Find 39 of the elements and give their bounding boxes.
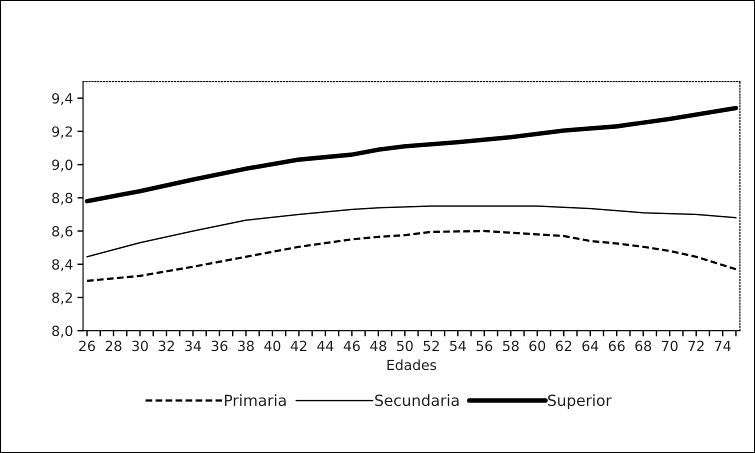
y-tick-label: 8,4 [52,259,73,272]
x-tick-label: 36 [212,340,228,352]
x-tick-label: 40 [264,340,280,352]
x-tick-label: 46 [344,340,360,352]
x-tick-label: 62 [556,340,572,352]
x-tick-label: 34 [185,340,202,352]
x-tick-label: 38 [238,340,254,352]
x-tick-label: 52 [424,340,439,352]
x-tick-label: 48 [370,340,386,352]
x-tick-label: 50 [397,340,413,352]
x-tick-label: 30 [132,340,148,352]
x-tick-label: 74 [714,340,731,351]
y-tick-label: 8,6 [52,226,72,238]
line-series [86,205,737,258]
y-tick-label: 8,2 [52,292,72,304]
y-tick-label: 8,8 [52,192,72,205]
y-tick-label: 9,0 [52,160,72,172]
x-tick-label: 44 [317,340,334,351]
x-tick-label: 72 [688,340,704,351]
x-tick-label: 60 [529,340,546,352]
x-tick-label: 58 [503,340,519,352]
x-tick-label: 66 [608,340,625,352]
legend-label: Secundaria [375,394,459,406]
x-tick-label: 42 [290,340,306,351]
x-tick-label: 26 [79,340,95,352]
x-tick-label: 70 [662,340,678,352]
y-tick-label: 8,0 [52,326,72,338]
x-tick-label: 54 [450,340,466,352]
x-tick-label: 68 [635,340,652,352]
x-axis-title: Edades [387,359,436,370]
line-series [86,230,738,282]
x-tick-label: 56 [476,340,492,352]
y-tick-label: 9,4 [52,93,73,106]
x-tick-label: 64 [582,340,598,352]
legend-label: Primaria [224,394,286,406]
x-tick-label: 32 [158,340,174,352]
x-tick-label: 28 [106,340,122,352]
y-tick-label: 9,2 [52,126,72,138]
legend-label: Superior [548,394,612,410]
